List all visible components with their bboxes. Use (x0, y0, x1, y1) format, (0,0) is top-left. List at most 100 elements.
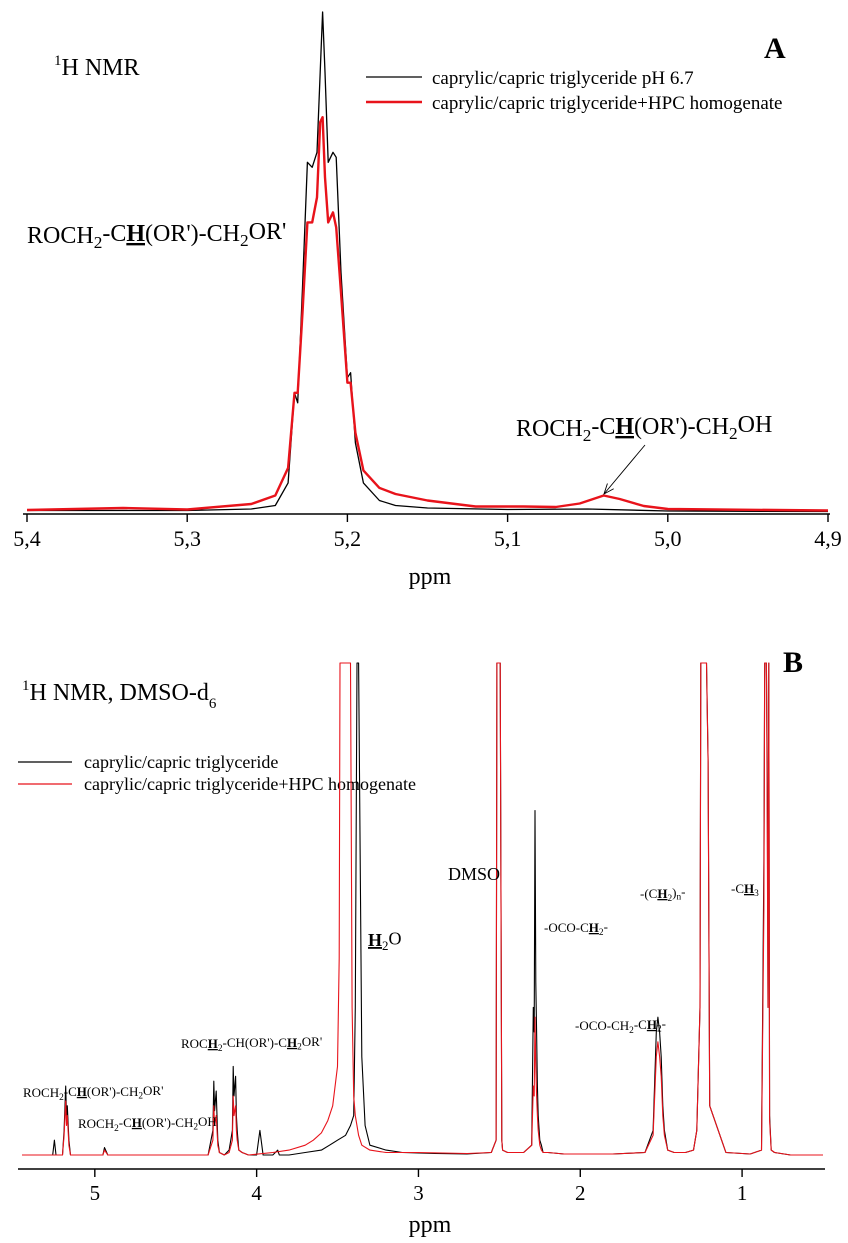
panel-b-label: B (783, 646, 803, 679)
annotation-part: ROC (181, 1036, 208, 1051)
annotation-part: ROCH (27, 223, 94, 249)
annotation-part: - (604, 919, 608, 934)
panel-b: B 1H NMR, DMSO-d6 caprylic/capric trigly… (18, 646, 825, 1238)
annotation-part: 2 (218, 1044, 223, 1054)
panel-b-title-sup: 1 (22, 678, 30, 694)
annotation-part: H (368, 930, 382, 950)
panel-b-title: 1H NMR, DMSO-d6 (22, 678, 217, 712)
peak-annotation: -OCO-CH2-CH2- (575, 1016, 666, 1036)
panel-b-legend: caprylic/capric triglyceride caprylic/ca… (18, 752, 416, 794)
peak-annotation: -(CH2)n- (640, 884, 686, 904)
annotation-part: 2 (240, 231, 249, 250)
annotation-part: 2 (657, 1025, 662, 1035)
legend-b-label-2: caprylic/capric triglyceride+HPC homogen… (84, 774, 416, 794)
annotation-part: -(C (640, 886, 657, 901)
annotation-part: H (132, 1115, 142, 1130)
x-axis-title: ppm (409, 1212, 452, 1238)
x-tick-label: 5,3 (173, 526, 201, 551)
annotation-part: -C (634, 1017, 647, 1032)
x-tick-label: 4 (251, 1181, 262, 1205)
annotation-part: 2 (667, 894, 672, 904)
peak-annotation: ROCH2-CH(OR')-CH2OR' (27, 219, 286, 252)
panel-b-title-text: H NMR, DMSO-d (30, 680, 209, 706)
annotation-part: -CH(OR')-C (223, 1035, 287, 1050)
annotation-part: -C (731, 881, 744, 896)
annotation-part: n (676, 893, 681, 903)
annotation-part: 2 (629, 1026, 634, 1036)
x-tick-label: 5,1 (494, 526, 522, 551)
annotation-part: -C (119, 1115, 132, 1130)
annotation-part: (OR')-CH (87, 1084, 138, 1099)
peak-annotation: ROCH2-CH(OR')-CH2OH (78, 1114, 217, 1134)
panel-a: A 1H NMR caprylic/capric triglyceride pH… (13, 11, 842, 590)
annotation-part: OH (198, 1114, 217, 1129)
legend-b-label-1: caprylic/capric triglyceride (84, 752, 278, 772)
panel-a-title: 1H NMR (54, 53, 140, 81)
series-line-2 (22, 662, 823, 1156)
annotation-part: H (615, 414, 634, 440)
annotation-part: OR' (302, 1034, 322, 1049)
annotation-part: 2 (297, 1043, 302, 1053)
panel-a-title-sup: 1 (54, 53, 62, 69)
peak-annotation: ROCH2-CH(OR')-CH2OR' (23, 1083, 163, 1103)
peak-annotation: H2O (368, 928, 402, 952)
annotation-part: H (647, 1017, 657, 1032)
annotation-part: 2 (599, 928, 604, 938)
peak-annotation: ROCH2-CH(OR')-CH2OH (516, 412, 772, 445)
annotation-part: 3 (754, 889, 759, 899)
annotation-part: (OR')-CH (634, 414, 729, 440)
annotation-part: -C (591, 414, 615, 440)
x-tick-label: 3 (413, 1181, 424, 1205)
annotation-part: DMSO (448, 864, 500, 884)
annotation-part: ) (672, 885, 676, 900)
annotation-part: 2 (138, 1092, 143, 1102)
peak-annotation: -CH3 (731, 881, 759, 899)
x-tick-label: 5,0 (654, 526, 682, 551)
annotation-part: -C (102, 221, 126, 247)
annotation-part: H (208, 1036, 218, 1051)
annotation-part: - (681, 884, 685, 899)
x-axis-title: ppm (409, 564, 452, 590)
legend-a-label-1: caprylic/capric triglyceride pH 6.7 (432, 68, 694, 89)
annotation-part: 2 (729, 424, 738, 443)
legend-a-label-2: caprylic/capric triglyceride+HPC homogen… (432, 93, 782, 114)
annotation-part: (OR')-CH (142, 1115, 193, 1130)
panel-a-legend: caprylic/capric triglyceride pH 6.7 capr… (366, 68, 782, 114)
annotation-part: -OCO-CH (575, 1018, 629, 1033)
series-line-1 (22, 662, 823, 1156)
panel-a-title-text: H NMR (62, 55, 140, 81)
annotation-part: OR' (143, 1083, 163, 1098)
annotation-arrowhead (603, 483, 614, 495)
annotation-part: (OR')-CH (145, 221, 240, 247)
annotation-part: H (589, 920, 599, 935)
annotation-part: ROCH (516, 416, 583, 442)
annotation-part: 2 (583, 426, 592, 445)
annotation-part: 2 (382, 938, 388, 953)
annotation-part: 2 (94, 233, 103, 252)
annotation-part: OH (738, 412, 773, 438)
x-tick-label: 5,2 (334, 526, 362, 551)
annotation-part: ROCH (78, 1116, 114, 1131)
annotation-part: 2 (59, 1093, 64, 1103)
x-tick-label: 5 (90, 1181, 101, 1205)
annotation-part: -C (64, 1084, 77, 1099)
peak-annotation: ROCH2-CH(OR')-CH2OR' (181, 1034, 322, 1054)
annotation-part: - (662, 1016, 666, 1031)
annotation-part: -OCO-C (544, 920, 589, 935)
x-tick-label: 2 (575, 1181, 586, 1205)
annotation-part: H (657, 886, 667, 901)
x-tick-label: 1 (737, 1181, 748, 1205)
peak-annotation: DMSO (448, 864, 500, 884)
annotation-part: H (126, 221, 145, 247)
annotation-part: H (77, 1084, 87, 1099)
annotation-part: ROCH (23, 1085, 59, 1100)
annotation-part: H (744, 881, 754, 896)
annotation-part: H (287, 1035, 297, 1050)
peak-annotation: -OCO-CH2- (544, 919, 608, 938)
x-tick-label: 5,4 (13, 526, 41, 551)
series-line-2 (26, 116, 829, 512)
annotation-arrow (603, 444, 646, 495)
annotation-part: 2 (114, 1124, 119, 1134)
x-tick-label: 4,9 (814, 526, 842, 551)
